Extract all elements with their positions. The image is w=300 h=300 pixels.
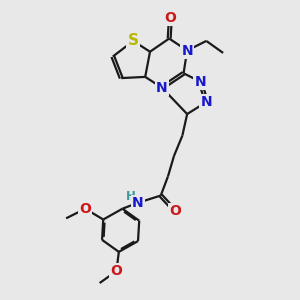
Text: H: H (125, 190, 135, 202)
Text: O: O (164, 11, 176, 25)
Text: O: O (169, 204, 181, 218)
Text: N: N (200, 95, 212, 109)
Text: N: N (181, 44, 193, 58)
Text: O: O (79, 202, 91, 216)
Text: N: N (156, 81, 168, 95)
Text: N: N (132, 196, 144, 210)
Text: O: O (110, 264, 122, 278)
Text: N: N (194, 75, 206, 89)
Text: S: S (128, 33, 139, 48)
